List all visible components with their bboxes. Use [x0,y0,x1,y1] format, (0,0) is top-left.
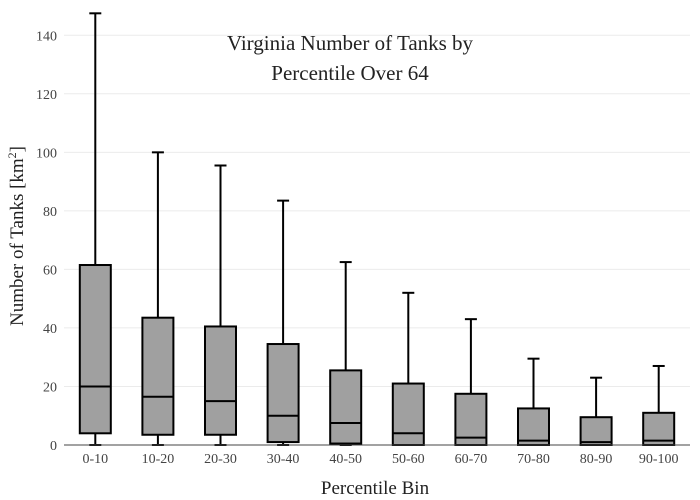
box-90-100 [642,364,676,447]
x-tick-label: 10-20 [142,452,175,467]
y-axis-title-main: Number of Tanks [km [7,158,28,326]
box-60-70 [454,318,488,446]
y-tick-label: 40 [43,322,57,337]
x-axis-title: Percentile Bin [321,478,430,499]
box-10-20 [141,151,175,446]
box-0-10 [78,12,112,446]
x-tick-label: 80-90 [580,452,613,467]
box-iqr [391,382,425,447]
y-axis-title: Number of Tanks [km2] [5,146,28,326]
y-tick-label: 0 [50,439,57,454]
box-70-80 [517,357,550,446]
y-tick-label: 60 [43,263,57,278]
x-tick-label: 0-10 [82,452,108,467]
box-iqr [579,416,613,446]
box-iqr [78,264,112,435]
box-iqr [141,316,175,436]
x-tick-label: 40-50 [329,452,362,467]
box-iqr [517,407,550,446]
x-tick-label: 90-100 [639,452,679,467]
box-80-90 [579,376,613,446]
x-tick-label: 60-70 [455,452,488,467]
y-tick-label: 80 [43,205,57,220]
box-40-50 [329,261,363,446]
box-30-40 [266,199,300,446]
chart-title-line-1: Virginia Number of Tanks by [227,31,474,55]
y-axis-title-close: ] [7,146,28,152]
y-tick-label: 100 [36,146,57,161]
box-series [78,12,676,447]
box-20-30 [204,164,237,446]
chart-title-line-2: Percentile Over 64 [271,61,429,85]
y-tick-label: 120 [36,88,57,103]
y-tick-label: 20 [43,380,57,395]
box-iqr [454,392,488,446]
y-axis-title-superscript: 2 [5,152,19,158]
x-tick-label: 70-80 [517,452,550,467]
x-tick-labels: 0-10 10-20 20-30 30-40 40-50 50-60 60-70 70-80 8… [82,452,678,467]
y-tick-labels: 0 20 40 60 80 100 120 140 [36,29,57,454]
box-50-60 [391,291,425,447]
x-tick-label: 30-40 [267,452,300,467]
box-iqr [329,369,363,445]
x-tick-label: 50-60 [392,452,425,467]
y-tick-label: 140 [36,29,57,44]
box-iqr [266,343,300,444]
x-tick-label: 20-30 [204,452,237,467]
box-iqr [204,325,237,436]
